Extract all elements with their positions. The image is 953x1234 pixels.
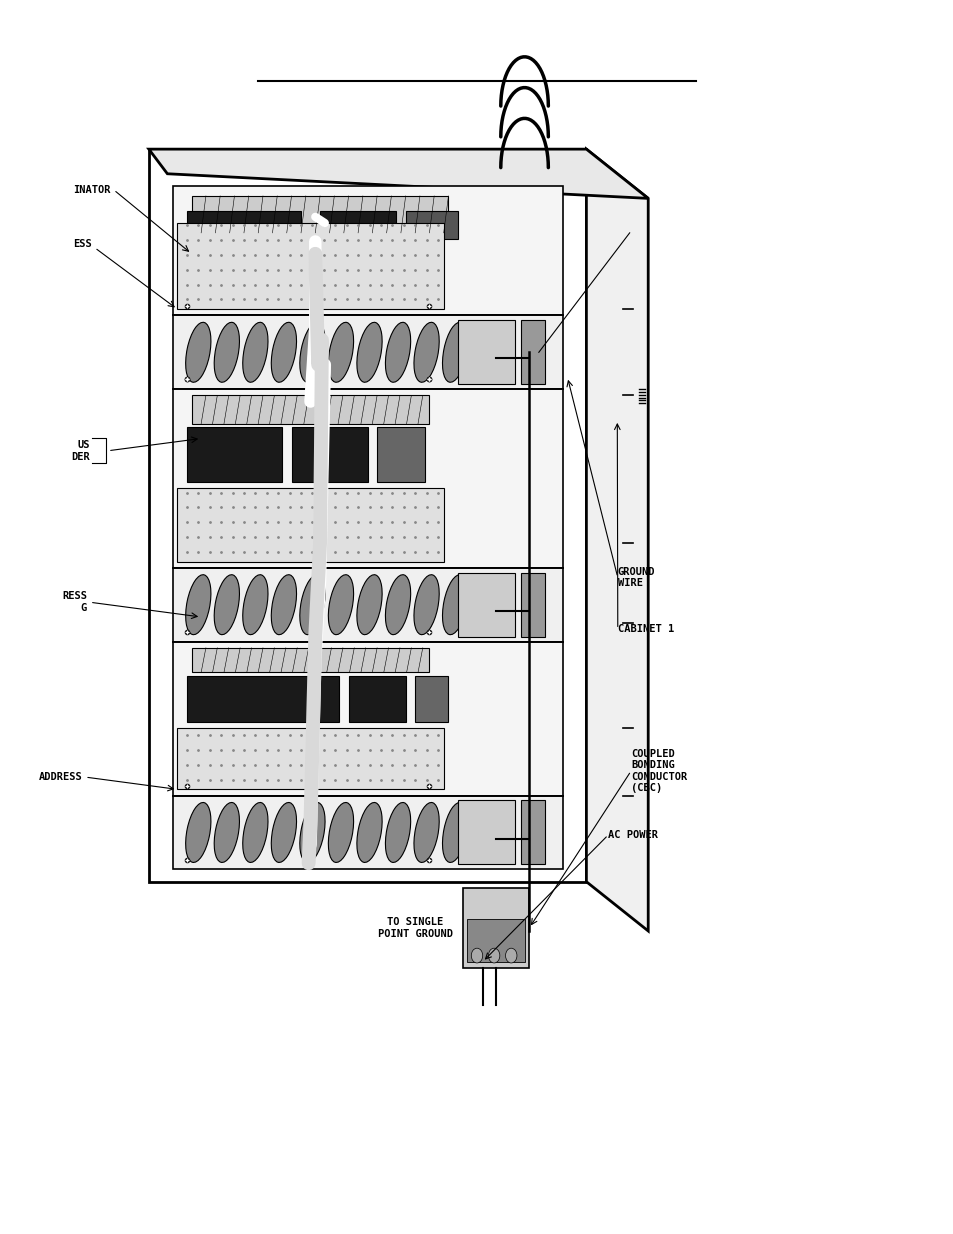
Ellipse shape <box>385 322 410 383</box>
Ellipse shape <box>442 802 467 863</box>
Bar <box>520 573 544 637</box>
Bar <box>187 676 338 722</box>
Bar <box>172 186 562 316</box>
Ellipse shape <box>186 575 211 634</box>
Bar <box>457 321 515 384</box>
Bar <box>457 801 515 865</box>
Ellipse shape <box>328 802 354 863</box>
Ellipse shape <box>299 575 325 634</box>
Text: ADDRESS: ADDRESS <box>38 772 82 782</box>
Text: COUPLED
BONDING
CONDUCTOR
(CBC): COUPLED BONDING CONDUCTOR (CBC) <box>631 749 686 793</box>
Ellipse shape <box>414 575 438 634</box>
Bar <box>187 427 282 481</box>
Ellipse shape <box>214 575 239 634</box>
Ellipse shape <box>299 802 325 863</box>
Circle shape <box>488 948 499 963</box>
Ellipse shape <box>186 802 211 863</box>
Ellipse shape <box>214 802 239 863</box>
Bar <box>192 648 429 673</box>
Bar <box>177 728 443 790</box>
Ellipse shape <box>328 575 354 634</box>
Ellipse shape <box>214 322 239 383</box>
Bar <box>405 211 457 239</box>
Bar <box>520 321 544 384</box>
Bar <box>467 918 524 961</box>
Bar <box>172 316 562 389</box>
Ellipse shape <box>385 802 410 863</box>
Text: ESS: ESS <box>73 239 91 249</box>
Ellipse shape <box>414 802 438 863</box>
Ellipse shape <box>271 322 296 383</box>
Bar <box>457 573 515 637</box>
Ellipse shape <box>242 575 268 634</box>
Bar <box>187 211 301 239</box>
Ellipse shape <box>442 575 467 634</box>
Bar <box>172 642 562 796</box>
Ellipse shape <box>356 575 382 634</box>
Ellipse shape <box>186 322 211 383</box>
Polygon shape <box>586 149 647 930</box>
Bar <box>172 568 562 642</box>
Bar <box>192 395 429 423</box>
Bar <box>348 676 405 722</box>
Ellipse shape <box>299 322 325 383</box>
Bar <box>376 427 424 481</box>
Ellipse shape <box>242 802 268 863</box>
Bar <box>177 487 443 561</box>
Ellipse shape <box>271 802 296 863</box>
Ellipse shape <box>414 322 438 383</box>
Ellipse shape <box>356 802 382 863</box>
Bar <box>520 801 544 865</box>
Text: AC POWER: AC POWER <box>608 830 658 840</box>
Text: GROUND
WIRE: GROUND WIRE <box>618 566 655 589</box>
Bar <box>177 223 443 310</box>
Bar <box>292 427 367 481</box>
Text: TO SINGLE
POINT GROUND: TO SINGLE POINT GROUND <box>377 917 452 939</box>
Text: RESS
G: RESS G <box>62 591 87 613</box>
Ellipse shape <box>356 322 382 383</box>
Bar <box>172 389 562 568</box>
Circle shape <box>471 948 482 963</box>
Ellipse shape <box>442 322 467 383</box>
Bar <box>192 196 448 233</box>
Bar <box>172 796 562 870</box>
Ellipse shape <box>328 322 354 383</box>
Bar <box>319 211 395 239</box>
Ellipse shape <box>242 322 268 383</box>
Ellipse shape <box>271 575 296 634</box>
Text: CABINET 1: CABINET 1 <box>618 624 674 634</box>
Text: INATOR: INATOR <box>73 185 111 195</box>
Bar <box>415 676 448 722</box>
Polygon shape <box>149 149 647 199</box>
Circle shape <box>505 948 517 963</box>
Ellipse shape <box>385 575 410 634</box>
Text: US
DER: US DER <box>71 441 90 462</box>
Bar <box>462 888 529 967</box>
